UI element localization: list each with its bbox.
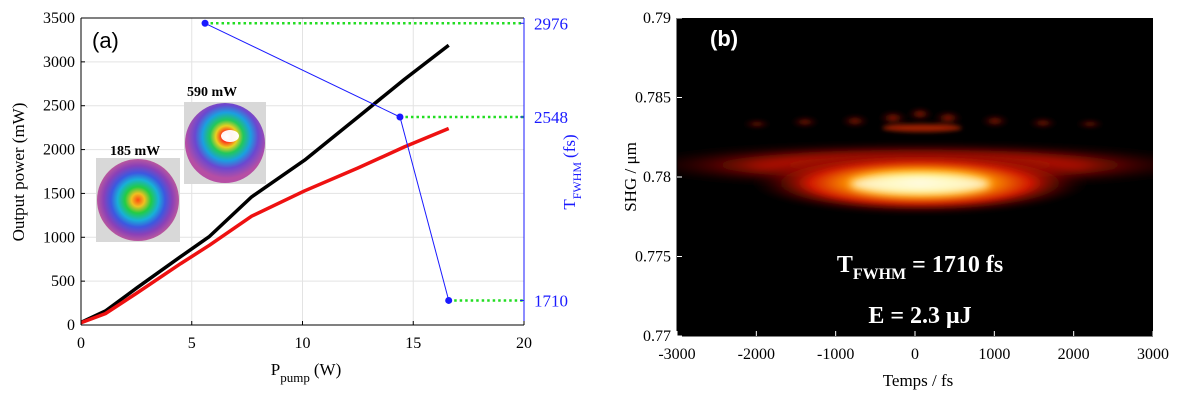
- fwhm-point: [201, 19, 209, 27]
- inset-label-185: 185 mW: [110, 144, 160, 159]
- series-layer-a: [81, 43, 450, 325]
- x-tick-label: 15: [405, 335, 421, 352]
- y2-axis-label-a: TFWHM (fs): [560, 134, 584, 209]
- x-tick-label: 20: [516, 335, 532, 352]
- y2-tick-label: 2976: [534, 14, 568, 33]
- y-tick-label: 1500: [43, 185, 75, 202]
- x-tick-label: 0: [77, 335, 85, 352]
- energy-annotation: E = 2.3 μJ: [868, 303, 971, 329]
- x-axis-label-main: P: [271, 360, 280, 379]
- ticks-b: -3000 -2000 -1000 0 1000 2000 3000 0.77 0.775 0.7…: [635, 10, 1169, 363]
- x-tick-label-b: 0: [911, 346, 919, 363]
- y-tick-label-b: 0.775: [635, 249, 671, 266]
- y-tick-label: 500: [51, 273, 75, 290]
- heatmap-ripples: [741, 107, 1106, 132]
- x-tick-label-b: 3000: [1137, 346, 1169, 363]
- x-tick-label-b: 2000: [1058, 346, 1090, 363]
- y-tick-label: 0: [67, 317, 75, 334]
- beam-profile-inset-185: [96, 158, 180, 242]
- panel-b: -3000 -2000 -1000 0 1000 2000 3000 0.77 0.775 0.7…: [621, 10, 1169, 390]
- y2-tick-label: 1710: [534, 291, 568, 310]
- y-tick-label: 3500: [43, 10, 75, 27]
- fwhm-point: [445, 296, 453, 304]
- panel-label-a: (a): [92, 28, 119, 53]
- panel-label-b: (b): [710, 26, 738, 51]
- inset-label-590: 590 mW: [187, 85, 237, 100]
- x-tick-label-b: -1000: [817, 346, 854, 363]
- fwhm-annotation-sub: FWHM: [853, 266, 906, 283]
- x-tick-label-b: 1000: [978, 346, 1010, 363]
- y-tick-label-b: 0.785: [635, 90, 671, 107]
- y-tick-label-b: 0.79: [643, 10, 671, 27]
- y2-axis-label-sub: FWHM: [570, 162, 584, 200]
- panel-a: 185 mW 590 mW 1710 2548 2976 0 5 10 15 20 0 500 1…: [9, 10, 584, 385]
- x-axis-label-sub: pump: [280, 370, 310, 385]
- series-line-red: [81, 126, 450, 325]
- y2-tick-label: 2548: [534, 108, 568, 127]
- fwhm-layer-a: 1710 2548 2976: [201, 14, 568, 310]
- y-axis-label-a: Output power (mW): [9, 103, 28, 242]
- y-axis-label-b: SHG / μm: [621, 142, 640, 212]
- y-tick-label: 2500: [43, 98, 75, 115]
- fwhm-annotation-main: T: [837, 252, 853, 278]
- fwhm-annotation-value: = 1710 fs: [906, 252, 1003, 278]
- x-tick-label-b: -2000: [738, 346, 775, 363]
- y-tick-label-b: 0.77: [643, 328, 671, 345]
- series-line-black: [81, 43, 450, 324]
- fwhm-annotation: TFWHM = 1710 fs: [837, 252, 1003, 283]
- fwhm-point: [396, 113, 404, 121]
- x-axis-label-a: Ppump (W): [271, 360, 341, 385]
- beam-profile-inset-590: [184, 102, 266, 184]
- x-axis-label-unit: (W): [314, 360, 341, 379]
- heatmap-b: [677, 18, 1153, 336]
- x-tick-label: 5: [188, 335, 196, 352]
- x-axis-label-b: Temps / fs: [883, 371, 954, 390]
- x-tick-label: 10: [295, 335, 311, 352]
- y2-axis-label-main: T: [560, 199, 579, 210]
- y-tick-label: 3000: [43, 54, 75, 71]
- y2-axis-label-unit: (fs): [560, 134, 579, 158]
- y-tick-label-b: 0.78: [643, 169, 671, 186]
- ticks-a: 0 5 10 15 20 0 500 1000 1500 2000 2500 3000 3500: [43, 10, 532, 352]
- x-tick-label-b: -3000: [658, 346, 695, 363]
- y-tick-label: 2000: [43, 142, 75, 159]
- y-tick-label: 1000: [43, 229, 75, 246]
